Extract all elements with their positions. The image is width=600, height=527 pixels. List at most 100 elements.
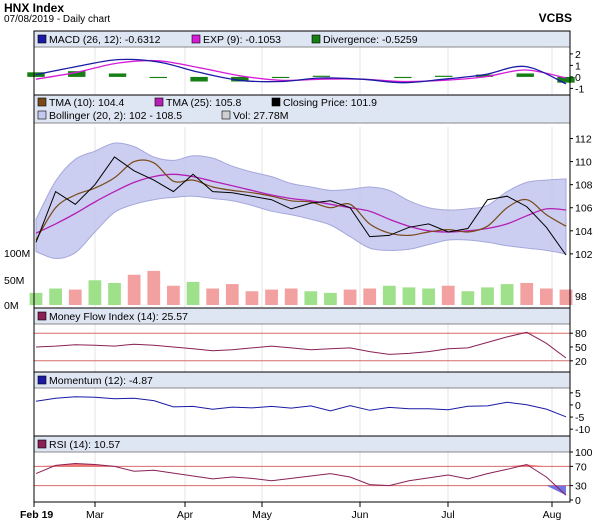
mfi-tick-label: 20 <box>575 356 587 368</box>
close-swatch <box>271 97 281 107</box>
bollinger-legend-label: Bollinger (20, 2): 102 - 108.5 <box>49 110 182 122</box>
price-tick-label: 106 <box>575 203 593 215</box>
mfi-legend <box>34 308 570 324</box>
rsi-legend-label: RSI (14): 10.57 <box>49 439 120 451</box>
vol-swatch <box>221 110 231 120</box>
divergence-bar <box>27 72 45 77</box>
x-tick-label: May <box>252 509 273 521</box>
momentum-tick-label: 5 <box>575 388 581 400</box>
close-legend-label: Closing Price: 101.9 <box>283 97 377 109</box>
volume-bar <box>461 291 475 305</box>
macd-tick-label: 0 <box>575 72 581 84</box>
macd-legend-label: MACD (26, 12): -0.6312 <box>49 34 161 46</box>
divergence-bar <box>557 76 575 83</box>
volume-bar <box>324 292 337 305</box>
price-legend <box>34 95 570 123</box>
tma25-legend-label: TMA (25): 105.8 <box>166 97 241 109</box>
mfi-line <box>35 331 567 359</box>
price-tick-label: 104 <box>575 226 593 238</box>
divergence-bar <box>271 76 290 79</box>
price-tick-label: 108 <box>575 180 593 192</box>
momentum-swatch <box>37 375 47 385</box>
volume-bar <box>402 287 416 305</box>
volume-tick-label: 100M <box>4 248 30 260</box>
volume-bar <box>108 283 121 305</box>
volume-bar <box>284 288 298 305</box>
rsi-tick-label: 70 <box>575 461 587 473</box>
divergence-bar <box>108 73 127 77</box>
rsi-overbought-area <box>36 463 566 467</box>
divergence-bar <box>312 75 331 77</box>
x-tick-label: Apr <box>177 509 194 521</box>
rsi-tick-label: 100 <box>575 447 593 459</box>
momentum-tick-label: -5 <box>575 412 584 424</box>
bollinger-swatch <box>37 110 47 120</box>
chart-subtitle: 07/08/2019 - Daily chart <box>4 14 111 25</box>
tma10-legend-label: TMA (10): 104.4 <box>49 97 124 109</box>
tma25-swatch <box>154 97 164 107</box>
volume-bar <box>265 289 278 305</box>
price-tick-label: 98 <box>575 291 587 303</box>
volume-bar <box>29 292 43 305</box>
momentum-tick-label: -10 <box>575 424 590 436</box>
divergence-bar <box>149 76 168 79</box>
exp-legend-label: EXP (9): -0.1053 <box>203 34 281 46</box>
chart-title: HNX Index <box>4 1 65 15</box>
x-tick-label: Jun <box>352 509 369 521</box>
divergence-bar <box>68 71 86 77</box>
rsi-legend <box>34 436 570 452</box>
mfi-overbought-area <box>36 332 566 334</box>
rsi-frame <box>33 435 571 503</box>
divergence-swatch <box>311 34 321 44</box>
divergence-bar <box>516 73 534 77</box>
rsi-swatch <box>37 439 47 449</box>
broker-label: VCBS <box>538 11 572 25</box>
momentum-tick-label: 0 <box>575 400 581 412</box>
closing-price-line <box>35 156 567 256</box>
price-tick-label: 112 <box>575 134 592 146</box>
volume-bar <box>520 283 534 305</box>
volume-bar <box>441 285 455 305</box>
divergence-bar <box>231 76 249 82</box>
macd-tick-label: -1 <box>575 83 584 95</box>
divergence-legend-label: Divergence: -0.5259 <box>323 34 418 46</box>
volume-bar <box>422 288 435 305</box>
macd-tick-label: 1 <box>575 60 581 72</box>
x-tick-label: Feb 19 <box>20 509 53 521</box>
x-tick-label: Jul <box>441 509 454 521</box>
momentum-line <box>35 396 567 418</box>
macd-tick-label: 2 <box>575 49 581 61</box>
volume-bar <box>481 287 494 305</box>
macd-legend <box>34 31 570 47</box>
tma10-swatch <box>37 97 47 107</box>
exp-swatch <box>191 34 201 44</box>
x-tick-label: Aug <box>543 509 562 521</box>
volume-bar <box>225 284 239 305</box>
divergence-bar <box>475 74 494 77</box>
divergence-bar <box>394 76 412 79</box>
macd-line <box>35 58 567 85</box>
price-tick-label: 110 <box>575 157 592 169</box>
volume-bar <box>186 281 200 305</box>
rsi-line <box>35 462 567 496</box>
volume-tick-label: 50M <box>4 275 24 287</box>
macd-swatch <box>37 34 47 44</box>
volume-bar <box>206 288 220 305</box>
volume-bar <box>539 288 553 305</box>
volume-bar <box>68 289 82 305</box>
x-tick-label: Mar <box>86 509 105 521</box>
volume-tick-label: 0M <box>4 300 19 312</box>
rsi-tick-label: 0 <box>575 495 581 507</box>
volume-bar <box>559 289 573 305</box>
mfi-tick-label: 80 <box>575 328 587 340</box>
volume-bar <box>147 270 161 305</box>
mfi-swatch <box>37 311 47 321</box>
volume-bar <box>304 291 318 305</box>
volume-bar <box>500 284 514 305</box>
volume-bar <box>363 288 377 305</box>
momentum-legend-label: Momentum (12): -4.87 <box>49 375 153 387</box>
volume-bar <box>382 285 396 305</box>
price-tick-label: 102 <box>575 249 593 261</box>
vol-legend-label: Vol: 27.78M <box>233 110 288 122</box>
